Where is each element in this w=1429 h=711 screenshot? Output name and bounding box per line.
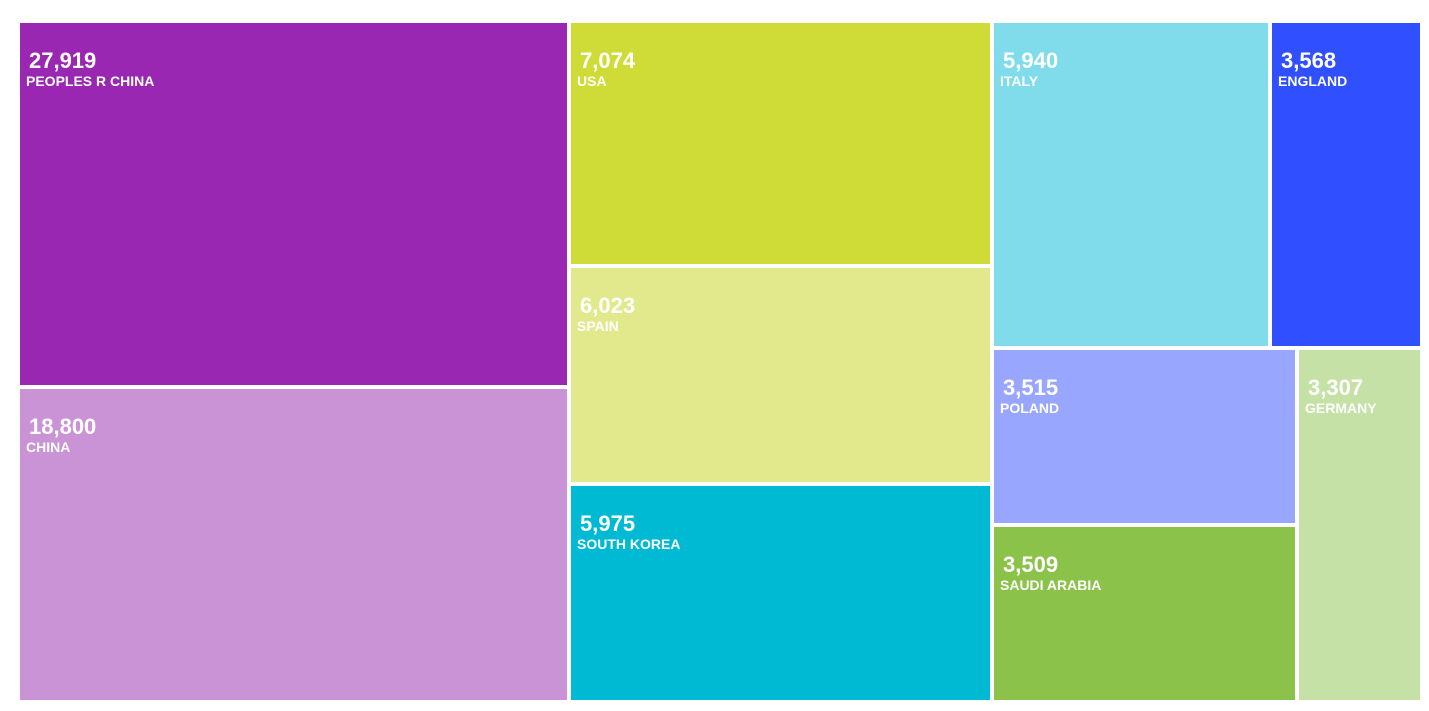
tile-england: 3,568 ENGLAND — [1272, 23, 1420, 346]
tile-value: 3,568 — [1281, 48, 1337, 73]
tile-value: 5,975 — [580, 511, 636, 536]
tile-usa: 7,074 USA — [571, 23, 990, 264]
tile-germany: 3,307 GERMANY — [1299, 350, 1420, 700]
tile-spain: 6,023 SPAIN — [571, 268, 990, 482]
tile-saudi-arabia: 3,509 SAUDI ARABIA — [994, 527, 1295, 700]
tile-label: GERMANY — [1305, 400, 1377, 416]
tile-label: SOUTH KOREA — [577, 536, 681, 552]
tile-peoples-r-china: 27,919 PEOPLES R CHINA — [20, 23, 567, 385]
tile-poland: 3,515 POLAND — [994, 350, 1295, 523]
tile-italy: 5,940 ITALY — [994, 23, 1268, 346]
tile-value: 7,074 — [580, 48, 636, 73]
tile-value: 5,940 — [1003, 48, 1059, 73]
tile-label: PEOPLES R CHINA — [26, 73, 155, 89]
tile-label: USA — [577, 73, 607, 89]
tile-label: ENGLAND — [1278, 73, 1348, 89]
tile-south-korea: 5,975 SOUTH KOREA — [571, 486, 990, 700]
tile-label: POLAND — [1000, 400, 1060, 416]
tile-value: 3,307 — [1308, 375, 1364, 400]
tile-value: 3,515 — [1003, 375, 1059, 400]
tile-label: SPAIN — [577, 318, 619, 334]
tile-value: 27,919 — [29, 48, 97, 73]
tile-value: 3,509 — [1003, 552, 1059, 577]
tile-label: ITALY — [1000, 73, 1039, 89]
tile-label: SAUDI ARABIA — [1000, 577, 1102, 593]
tile-value: 18,800 — [29, 414, 97, 439]
tile-value: 6,023 — [580, 293, 636, 318]
tile-china: 18,800 CHINA — [20, 389, 567, 700]
tile-label: CHINA — [26, 439, 71, 455]
